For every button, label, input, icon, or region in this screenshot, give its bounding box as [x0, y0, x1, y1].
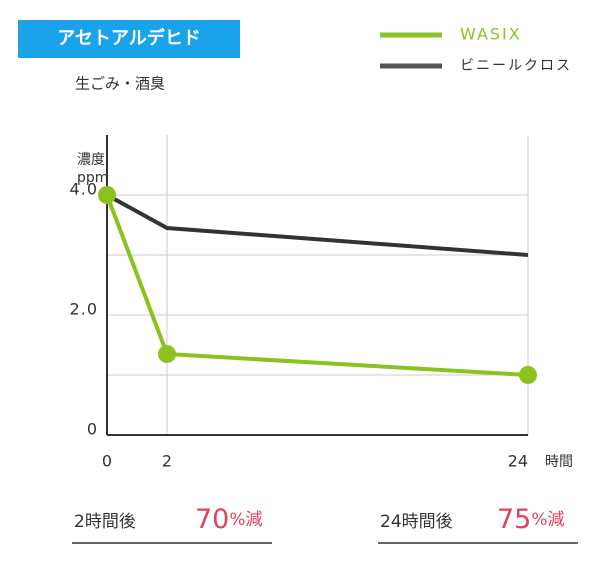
y-tick-label: 2.0 — [70, 300, 98, 319]
series-line — [106, 193, 529, 257]
result-value: 70%減 — [195, 504, 263, 535]
point — [158, 345, 176, 363]
result-unit: %減 — [229, 510, 262, 530]
y-tick-label: 0 — [87, 420, 98, 439]
y-label: ppm — [77, 170, 108, 186]
x-tick-label: 2 — [162, 452, 172, 471]
point — [519, 366, 537, 384]
result-label: 24時間後 — [380, 512, 453, 532]
result-number: 70 — [195, 504, 229, 535]
legend-label: WASIX — [460, 25, 522, 44]
result-value: 75%減 — [497, 504, 565, 535]
y-tick-label: 4.0 — [70, 180, 98, 199]
point — [98, 186, 116, 204]
result-label: 2時間後 — [74, 512, 136, 532]
x-unit: 時間 — [545, 454, 573, 470]
chart-title: アセトアルデヒド — [57, 27, 200, 49]
subtitle: 生ごみ・酒臭 — [75, 75, 165, 93]
result-number: 75 — [497, 504, 531, 535]
title-box — [18, 20, 240, 58]
result-unit: %減 — [531, 510, 564, 530]
legend-label: ビニールクロス — [460, 58, 572, 74]
x-tick-label: 0 — [102, 452, 112, 471]
y-label: 濃度 — [77, 152, 105, 168]
x-tick-label: 24 — [508, 452, 528, 471]
